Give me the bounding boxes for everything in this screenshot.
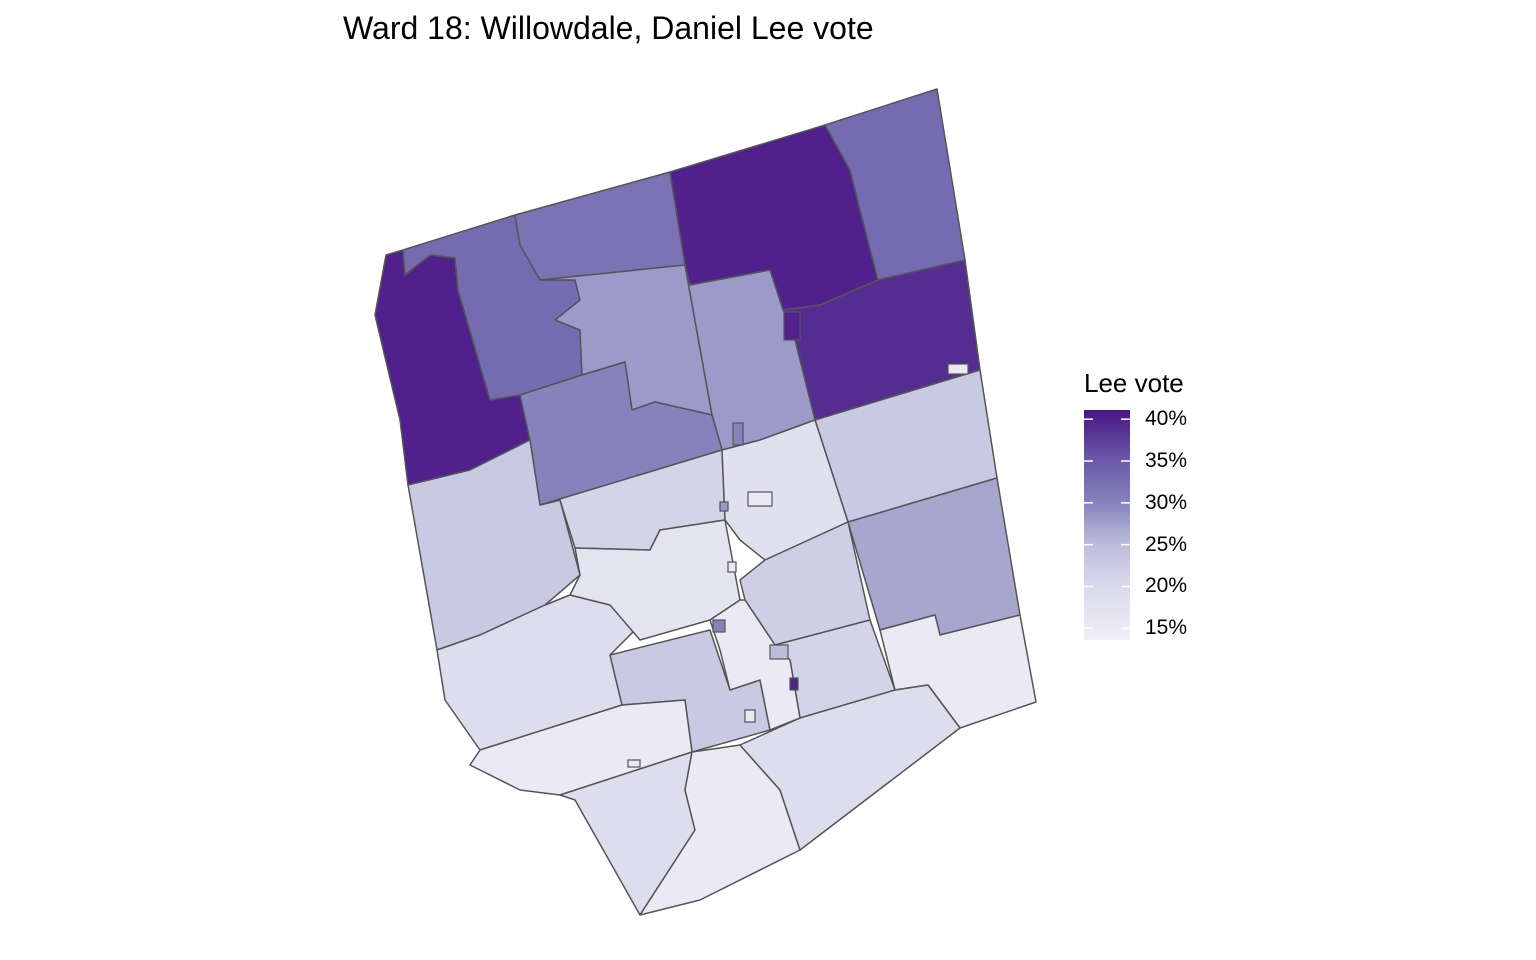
map-small-area xyxy=(747,491,773,507)
legend-tick-label: 40% xyxy=(1145,407,1188,431)
map-title: Ward 18: Willowdale, Daniel Lee vote xyxy=(343,10,874,46)
map-small-area xyxy=(727,561,737,573)
map-small-area xyxy=(627,759,641,768)
map-small-area xyxy=(789,677,799,691)
map-small-area xyxy=(712,619,726,633)
map-small-area xyxy=(947,363,969,375)
map-small-area xyxy=(719,501,729,512)
legend-colorbar xyxy=(1084,410,1130,640)
legend-tick-label: 30% xyxy=(1145,490,1188,514)
legend-tick-label: 25% xyxy=(1145,532,1188,556)
legend-tick-label: 15% xyxy=(1145,616,1188,640)
map-region xyxy=(514,171,686,281)
legend-tick-label: 20% xyxy=(1145,574,1188,598)
map-region xyxy=(739,684,961,851)
legend-title: Lee vote xyxy=(1084,368,1184,398)
legend-gradient xyxy=(1084,410,1130,640)
map-small-area xyxy=(732,422,744,446)
map-region xyxy=(469,699,693,796)
legend: Lee vote 15% 20% 25% 30% 35% 40% xyxy=(1084,368,1187,640)
map-small-area xyxy=(744,709,756,723)
map-region xyxy=(709,599,801,731)
map-small-area xyxy=(769,644,789,660)
legend-tick-label: 35% xyxy=(1145,449,1188,473)
map-small-area xyxy=(783,311,801,341)
